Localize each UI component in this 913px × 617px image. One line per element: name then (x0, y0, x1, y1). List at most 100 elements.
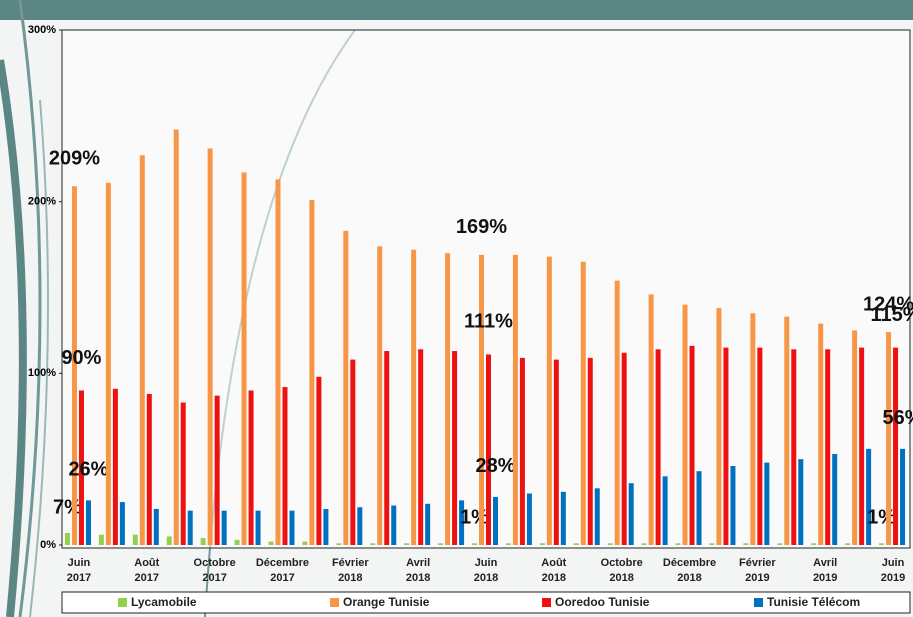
bar (146, 393, 152, 545)
data-label: 7% (53, 496, 82, 518)
data-label: 56% (883, 407, 913, 429)
x-tick-label: Juin 2018 (473, 557, 499, 584)
bar (112, 388, 118, 545)
bar (377, 246, 383, 546)
bar (425, 503, 431, 545)
bar (445, 253, 451, 545)
bar (587, 357, 593, 545)
bar (764, 462, 770, 545)
bar (85, 500, 91, 545)
bar (648, 294, 654, 545)
bar (546, 256, 552, 545)
bar (641, 543, 647, 545)
legend-swatch (330, 598, 339, 607)
bar (357, 507, 363, 545)
bar (187, 510, 193, 545)
bar (539, 543, 545, 545)
data-label: 115% (871, 304, 913, 326)
bar (519, 357, 525, 545)
bar (777, 543, 783, 545)
bar (832, 454, 838, 545)
bar (621, 352, 627, 545)
bar (98, 534, 104, 545)
bar (316, 376, 322, 545)
x-tick-label: Décembre 2017 (255, 557, 310, 584)
bar (723, 347, 729, 545)
bar (893, 347, 899, 545)
x-tick-label: Décembre 2018 (662, 557, 717, 584)
x-tick-label: Octobre 2018 (600, 557, 643, 584)
bar (200, 538, 206, 545)
y-tick-label: 200% (28, 196, 56, 208)
bar (343, 230, 349, 545)
bar (818, 323, 824, 545)
bar (411, 249, 417, 545)
bar (757, 347, 763, 545)
bar (553, 359, 559, 545)
data-label: 124% (863, 293, 913, 315)
bar (791, 349, 797, 545)
bar (750, 313, 756, 545)
bar (275, 179, 281, 545)
x-tick-label: Juin 2019 (880, 557, 906, 584)
bar (811, 543, 817, 545)
bar (879, 543, 885, 545)
bar (221, 510, 227, 545)
bar (730, 466, 736, 545)
bar (78, 390, 84, 545)
legend-label: Orange Tunisie (343, 595, 430, 609)
data-label: 111% (464, 311, 513, 333)
decoration (18, 0, 42, 617)
bar (248, 390, 254, 545)
bar (886, 332, 892, 545)
bar (309, 199, 315, 545)
bar (825, 349, 831, 545)
legend-swatch (754, 598, 763, 607)
x-tick-label: Février 2019 (739, 557, 776, 584)
bar (105, 182, 111, 546)
bar (798, 459, 804, 545)
bar (323, 508, 329, 545)
data-label: 1% (460, 507, 489, 529)
legend-swatch (118, 598, 127, 607)
bar (628, 483, 634, 545)
bar (866, 448, 872, 545)
bar (336, 543, 342, 545)
x-tick-label: Août 2017 (134, 557, 160, 584)
bar (132, 534, 138, 545)
bar (526, 493, 532, 545)
bar (268, 541, 274, 545)
bar (153, 508, 159, 545)
bar (512, 254, 518, 545)
data-label: 90% (61, 347, 101, 369)
bar (784, 316, 790, 545)
bar (696, 471, 702, 545)
bar (709, 543, 715, 545)
bar (438, 543, 444, 545)
bar (560, 491, 566, 545)
data-label: 28% (475, 455, 515, 477)
bar (241, 172, 247, 545)
bar (505, 543, 511, 545)
bar (486, 354, 491, 545)
bar (682, 304, 688, 545)
bar (845, 543, 851, 545)
bar (452, 351, 458, 545)
bar (391, 505, 397, 545)
bar (573, 543, 579, 545)
decoration (0, 59, 27, 617)
x-tick-label: Avril 2019 (812, 557, 838, 584)
bar (282, 387, 288, 545)
bar (859, 347, 865, 545)
data-label: 169% (456, 216, 507, 238)
bar (655, 349, 661, 545)
bar (459, 500, 465, 545)
bar (289, 510, 295, 545)
bar (404, 543, 410, 545)
bar (614, 280, 620, 545)
bar (472, 543, 477, 545)
bar (234, 539, 240, 545)
data-label: 209% (49, 147, 100, 169)
